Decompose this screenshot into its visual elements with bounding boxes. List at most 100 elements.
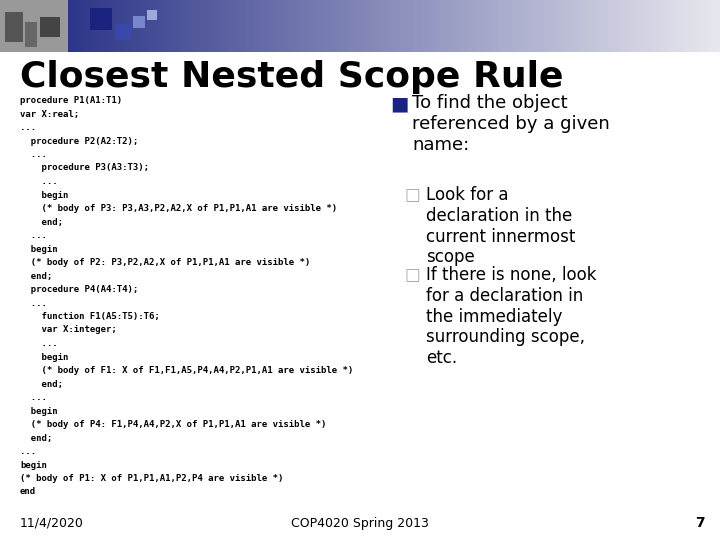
Polygon shape — [228, 0, 230, 52]
Bar — [5, 12, 23, 42]
Polygon shape — [279, 0, 281, 52]
Polygon shape — [67, 0, 70, 52]
Polygon shape — [379, 0, 382, 52]
Polygon shape — [437, 0, 439, 52]
Text: begin: begin — [20, 245, 58, 253]
Text: ...: ... — [20, 393, 47, 402]
Polygon shape — [108, 0, 110, 52]
Polygon shape — [77, 0, 79, 52]
Text: ...: ... — [20, 447, 36, 456]
Polygon shape — [660, 0, 662, 52]
Polygon shape — [139, 0, 142, 52]
Polygon shape — [358, 0, 360, 52]
Polygon shape — [382, 0, 384, 52]
Polygon shape — [271, 0, 274, 52]
Polygon shape — [646, 0, 648, 52]
Polygon shape — [96, 0, 99, 52]
Polygon shape — [511, 0, 513, 52]
Text: end: end — [20, 488, 36, 496]
Polygon shape — [24, 0, 27, 52]
Polygon shape — [403, 0, 405, 52]
Polygon shape — [552, 0, 554, 52]
Text: If there is none, look
for a declaration in
the immediately
surrounding scope,
e: If there is none, look for a declaration… — [426, 266, 596, 367]
Bar — [90, 8, 112, 30]
Polygon shape — [413, 0, 415, 52]
Polygon shape — [288, 0, 290, 52]
Polygon shape — [619, 0, 621, 52]
Polygon shape — [36, 0, 38, 52]
Text: begin: begin — [20, 461, 47, 469]
Polygon shape — [9, 0, 12, 52]
Polygon shape — [218, 0, 221, 52]
Polygon shape — [492, 0, 495, 52]
Polygon shape — [86, 0, 89, 52]
Polygon shape — [398, 0, 401, 52]
Polygon shape — [161, 0, 163, 52]
Text: □: □ — [404, 266, 420, 284]
Polygon shape — [408, 0, 410, 52]
Polygon shape — [91, 0, 94, 52]
Polygon shape — [297, 0, 300, 52]
Polygon shape — [691, 0, 693, 52]
Text: function F1(A5:T5):T6;: function F1(A5:T5):T6; — [20, 312, 160, 321]
Polygon shape — [590, 0, 593, 52]
Polygon shape — [600, 0, 603, 52]
Polygon shape — [454, 0, 456, 52]
Polygon shape — [245, 0, 247, 52]
Polygon shape — [377, 0, 379, 52]
Polygon shape — [300, 0, 302, 52]
Polygon shape — [477, 0, 480, 52]
Polygon shape — [405, 0, 408, 52]
Polygon shape — [89, 0, 91, 52]
Text: procedure P2(A2:T2);: procedure P2(A2:T2); — [20, 137, 138, 145]
Polygon shape — [701, 0, 703, 52]
Polygon shape — [557, 0, 559, 52]
Polygon shape — [351, 0, 353, 52]
Polygon shape — [670, 0, 672, 52]
Polygon shape — [418, 0, 420, 52]
Bar — [0, 0, 68, 52]
Polygon shape — [151, 0, 153, 52]
Polygon shape — [17, 0, 19, 52]
Polygon shape — [456, 0, 459, 52]
Polygon shape — [439, 0, 441, 52]
Polygon shape — [269, 0, 271, 52]
Text: procedure P3(A3:T3);: procedure P3(A3:T3); — [20, 164, 149, 172]
Polygon shape — [369, 0, 372, 52]
Polygon shape — [677, 0, 679, 52]
Polygon shape — [629, 0, 631, 52]
Polygon shape — [410, 0, 413, 52]
Polygon shape — [389, 0, 391, 52]
Text: (* body of P2: P3,P2,A2,X of P1,P1,A1 are visible *): (* body of P2: P3,P2,A2,X of P1,P1,A1 ar… — [20, 258, 310, 267]
Polygon shape — [533, 0, 535, 52]
Polygon shape — [336, 0, 338, 52]
Polygon shape — [475, 0, 477, 52]
Polygon shape — [156, 0, 158, 52]
Polygon shape — [225, 0, 228, 52]
Polygon shape — [595, 0, 598, 52]
Text: ...: ... — [20, 231, 47, 240]
Polygon shape — [53, 0, 55, 52]
Polygon shape — [708, 0, 711, 52]
Polygon shape — [60, 0, 63, 52]
Polygon shape — [574, 0, 576, 52]
Polygon shape — [362, 0, 365, 52]
Polygon shape — [355, 0, 358, 52]
Polygon shape — [583, 0, 585, 52]
Polygon shape — [631, 0, 634, 52]
Polygon shape — [307, 0, 310, 52]
Polygon shape — [365, 0, 367, 52]
Polygon shape — [106, 0, 108, 52]
Polygon shape — [12, 0, 14, 52]
Polygon shape — [240, 0, 243, 52]
Polygon shape — [281, 0, 283, 52]
Polygon shape — [696, 0, 698, 52]
Polygon shape — [153, 0, 156, 52]
Polygon shape — [65, 0, 67, 52]
Text: begin: begin — [20, 353, 68, 361]
Polygon shape — [614, 0, 617, 52]
Polygon shape — [459, 0, 461, 52]
Polygon shape — [713, 0, 715, 52]
Polygon shape — [372, 0, 374, 52]
Polygon shape — [598, 0, 600, 52]
